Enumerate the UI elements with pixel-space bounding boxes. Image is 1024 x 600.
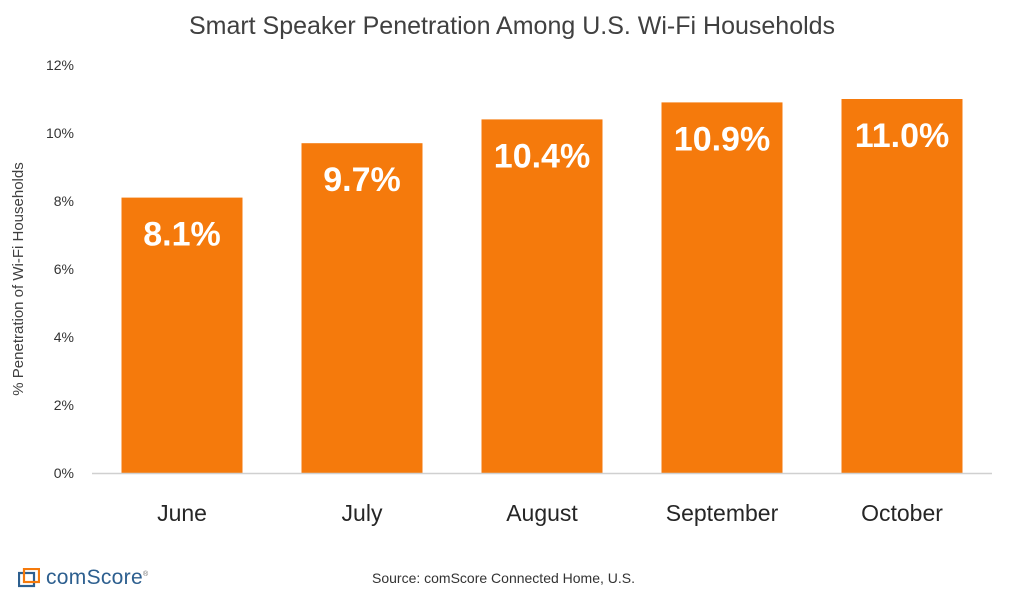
x-tick-label: June (157, 500, 207, 526)
source-note: Source: comScore Connected Home, U.S. (372, 570, 636, 586)
bar-data-label: 9.7% (323, 161, 401, 199)
bar-chart: 0% 2% 4% 6% 8% 10% 12% % Penetration of Wi-Fi H… (10, 57, 992, 526)
bar-data-label: 11.0% (855, 117, 950, 155)
chart-title: Smart Speaker Penetration Among U.S. Wi-… (188, 12, 836, 40)
comscore-logo: comScore® (17, 566, 149, 590)
x-tick-label: September (666, 500, 779, 526)
y-tick-label: 8% (54, 193, 74, 209)
x-tick-label: July (342, 500, 383, 526)
y-axis-title: % Penetration of Wi-Fi Households (10, 162, 27, 395)
y-tick-label: 2% (54, 397, 74, 413)
bar (841, 99, 963, 473)
y-tick-label: 12% (46, 57, 74, 73)
bar (481, 119, 603, 474)
bar (121, 197, 243, 473)
y-tick-label: 0% (54, 465, 74, 481)
bar-data-label: 10.9% (674, 120, 770, 158)
y-tick-label: 6% (54, 261, 74, 277)
comscore-logo-icon (17, 567, 41, 588)
bar (301, 143, 423, 473)
comscore-logo-text: comScore® (46, 566, 149, 589)
y-tick-label: 10% (46, 125, 74, 141)
x-tick-label: August (506, 500, 578, 526)
y-tick-label: 4% (54, 329, 74, 345)
bar-data-label: 10.4% (494, 137, 590, 175)
bar (661, 102, 783, 474)
bar-data-label: 8.1% (143, 216, 221, 254)
x-tick-label: October (861, 500, 943, 526)
